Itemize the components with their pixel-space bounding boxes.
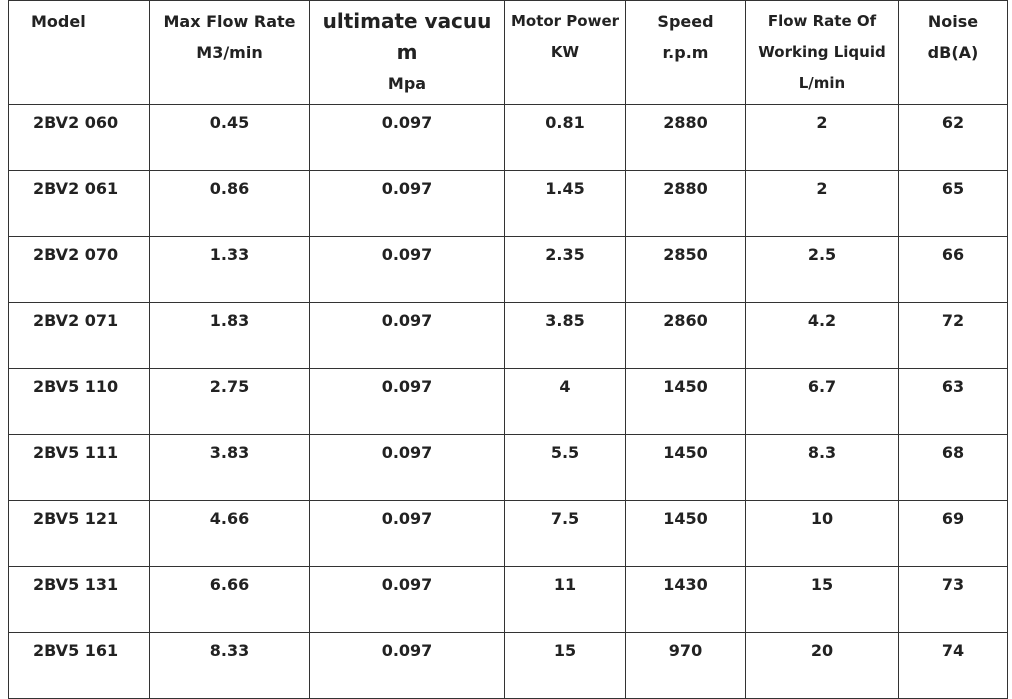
- cell-model: 2BV2 070: [8, 236, 150, 303]
- header-speed-line-1: Speed: [657, 12, 714, 31]
- table-row: 2BV2 061 0.86 0.097 1.45 2880 2 65: [8, 170, 1008, 237]
- header-max-flow-rate: Max Flow Rate M3/min: [149, 0, 310, 105]
- cell-model: 2BV2 071: [8, 302, 150, 369]
- cell-model: 2BV5 131: [8, 566, 150, 633]
- header-speed-line-2: r.p.m: [662, 43, 709, 62]
- cell-ultimate-vacuum: 0.097: [309, 104, 505, 171]
- cell-model: 2BV2 060: [8, 104, 150, 171]
- cell-noise: 69: [898, 500, 1008, 567]
- cell-working-liquid-flow: 4.2: [745, 302, 899, 369]
- header-working-liquid-flow: Flow Rate Of Working Liquid L/min: [745, 0, 899, 105]
- header-max-flow-rate-line-2: M3/min: [196, 43, 263, 62]
- table-row: 2BV5 111 3.83 0.097 5.5 1450 8.3 68: [8, 434, 1008, 501]
- cell-speed: 1450: [625, 500, 746, 567]
- cell-max-flow-rate: 2.75: [149, 368, 310, 435]
- header-working-liquid-flow-line-1: Flow Rate Of: [767, 12, 877, 30]
- table-row: 2BV2 071 1.83 0.097 3.85 2860 4.2 72: [8, 302, 1008, 369]
- cell-working-liquid-flow: 10: [745, 500, 899, 567]
- cell-ultimate-vacuum: 0.097: [309, 236, 505, 303]
- header-speed: Speed r.p.m: [625, 0, 746, 105]
- cell-ultimate-vacuum: 0.097: [309, 368, 505, 435]
- header-motor-power: Motor Power KW: [504, 0, 626, 105]
- cell-max-flow-rate: 0.86: [149, 170, 310, 237]
- cell-max-flow-rate: 4.66: [149, 500, 310, 567]
- cell-max-flow-rate: 3.83: [149, 434, 310, 501]
- cell-max-flow-rate: 1.83: [149, 302, 310, 369]
- header-ultimate-vacuum-line-1: ultimate vacuu: [322, 9, 492, 33]
- cell-noise: 74: [898, 632, 1008, 699]
- header-ultimate-vacuum-line-3: Mpa: [387, 74, 427, 93]
- cell-speed: 1430: [625, 566, 746, 633]
- cell-motor-power: 3.85: [504, 302, 626, 369]
- header-working-liquid-flow-line-3: L/min: [798, 74, 846, 92]
- header-model-line-1: Model: [31, 12, 86, 31]
- cell-noise: 72: [898, 302, 1008, 369]
- cell-noise: 73: [898, 566, 1008, 633]
- table-row: 2BV2 060 0.45 0.097 0.81 2880 2 62: [8, 104, 1008, 171]
- cell-speed: 1450: [625, 434, 746, 501]
- header-motor-power-line-1: Motor Power: [510, 12, 620, 30]
- header-model: Model: [8, 0, 150, 105]
- cell-speed: 2860: [625, 302, 746, 369]
- cell-working-liquid-flow: 15: [745, 566, 899, 633]
- table-row: 2BV2 070 1.33 0.097 2.35 2850 2.5 66: [8, 236, 1008, 303]
- cell-ultimate-vacuum: 0.097: [309, 434, 505, 501]
- cell-noise: 66: [898, 236, 1008, 303]
- cell-max-flow-rate: 8.33: [149, 632, 310, 699]
- cell-max-flow-rate: 6.66: [149, 566, 310, 633]
- table-row: 2BV5 121 4.66 0.097 7.5 1450 10 69: [8, 500, 1008, 567]
- cell-model: 2BV5 111: [8, 434, 150, 501]
- cell-motor-power: 5.5: [504, 434, 626, 501]
- cell-ultimate-vacuum: 0.097: [309, 302, 505, 369]
- cell-motor-power: 15: [504, 632, 626, 699]
- table-row: 2BV5 161 8.33 0.097 15 970 20 74: [8, 632, 1008, 699]
- cell-max-flow-rate: 1.33: [149, 236, 310, 303]
- cell-working-liquid-flow: 2: [745, 104, 899, 171]
- cell-noise: 68: [898, 434, 1008, 501]
- cell-noise: 63: [898, 368, 1008, 435]
- cell-working-liquid-flow: 2.5: [745, 236, 899, 303]
- cell-working-liquid-flow: 8.3: [745, 434, 899, 501]
- table-row: 2BV5 110 2.75 0.097 4 1450 6.7 63: [8, 368, 1008, 435]
- cell-working-liquid-flow: 20: [745, 632, 899, 699]
- cell-noise: 65: [898, 170, 1008, 237]
- header-row: Model Max Flow Rate M3/min ultimate vacu…: [8, 0, 1008, 105]
- header-noise-line-2: dB(A): [927, 43, 979, 62]
- header-noise-line-1: Noise: [927, 12, 979, 31]
- cell-model: 2BV2 061: [8, 170, 150, 237]
- header-noise: Noise dB(A): [898, 0, 1008, 105]
- vacuum-pump-spec-table: Model Max Flow Rate M3/min ultimate vacu…: [8, 0, 1008, 699]
- cell-ultimate-vacuum: 0.097: [309, 632, 505, 699]
- header-working-liquid-flow-line-2: Working Liquid: [758, 43, 886, 61]
- cell-motor-power: 11: [504, 566, 626, 633]
- cell-model: 2BV5 110: [8, 368, 150, 435]
- cell-model: 2BV5 161: [8, 632, 150, 699]
- cell-motor-power: 2.35: [504, 236, 626, 303]
- cell-motor-power: 1.45: [504, 170, 626, 237]
- cell-model: 2BV5 121: [8, 500, 150, 567]
- cell-working-liquid-flow: 2: [745, 170, 899, 237]
- cell-speed: 2880: [625, 170, 746, 237]
- header-ultimate-vacuum: ultimate vacuu m Mpa: [309, 0, 505, 105]
- cell-speed: 2850: [625, 236, 746, 303]
- header-ultimate-vacuum-line-2: m: [396, 40, 418, 64]
- cell-ultimate-vacuum: 0.097: [309, 170, 505, 237]
- cell-speed: 1450: [625, 368, 746, 435]
- cell-max-flow-rate: 0.45: [149, 104, 310, 171]
- cell-ultimate-vacuum: 0.097: [309, 566, 505, 633]
- header-max-flow-rate-line-1: Max Flow Rate: [163, 12, 296, 31]
- header-motor-power-line-2: KW: [550, 43, 580, 61]
- table-row: 2BV5 131 6.66 0.097 11 1430 15 73: [8, 566, 1008, 633]
- cell-ultimate-vacuum: 0.097: [309, 500, 505, 567]
- cell-speed: 970: [625, 632, 746, 699]
- cell-motor-power: 7.5: [504, 500, 626, 567]
- cell-motor-power: 0.81: [504, 104, 626, 171]
- cell-speed: 2880: [625, 104, 746, 171]
- cell-motor-power: 4: [504, 368, 626, 435]
- cell-noise: 62: [898, 104, 1008, 171]
- cell-working-liquid-flow: 6.7: [745, 368, 899, 435]
